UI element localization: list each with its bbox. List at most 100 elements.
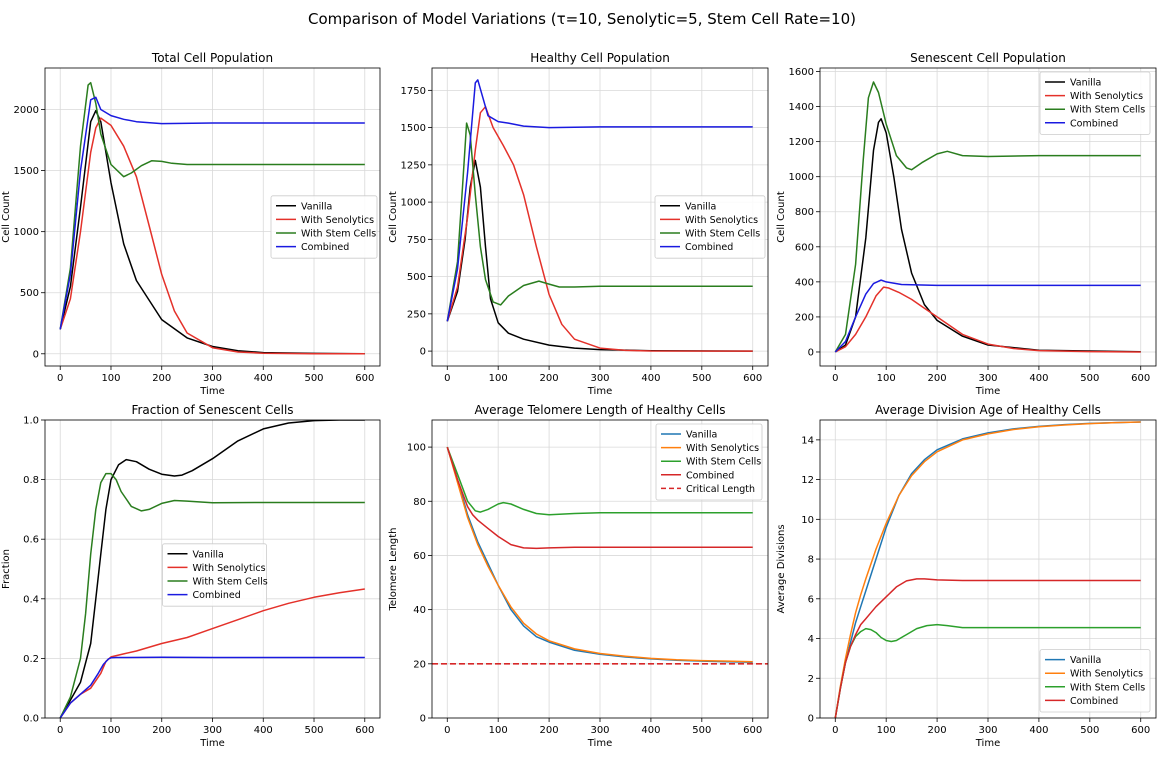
y-tick-label: 4 xyxy=(808,634,814,645)
x-axis-label: Time xyxy=(199,738,224,749)
legend-label: Combined xyxy=(1070,696,1118,707)
subplot-title: Average Telomere Length of Healthy Cells xyxy=(475,403,726,417)
y-tick-label: 0.8 xyxy=(23,475,39,486)
series-line-with-senolytics xyxy=(59,588,365,718)
y-tick-label: 1500 xyxy=(401,123,426,134)
x-tick-label: 0 xyxy=(444,725,450,736)
y-tick-label: 1000 xyxy=(789,172,814,183)
legend-label: With Senolytics xyxy=(301,215,374,226)
x-tick-label: 100 xyxy=(101,725,120,736)
x-tick-label: 200 xyxy=(928,373,947,384)
y-tick-label: 80 xyxy=(413,497,426,508)
series-line-combined xyxy=(834,279,1141,353)
series-line-with-stem-cells xyxy=(834,81,1141,353)
legend-label: Combined xyxy=(685,242,733,253)
y-tick-label: 1000 xyxy=(14,227,39,238)
legend-label: With Stem Cells xyxy=(301,229,376,240)
y-tick-label: 40 xyxy=(413,605,426,616)
series-line-with-senolytics xyxy=(834,286,1141,353)
y-tick-label: 0.0 xyxy=(23,714,39,725)
y-tick-label: 750 xyxy=(407,235,426,246)
y-tick-label: 12 xyxy=(801,475,814,486)
legend-label: With Stem Cells xyxy=(685,229,760,240)
legend: Vanilla With Senolytics With Stem Cells Com… xyxy=(655,423,763,501)
y-tick-label: 1600 xyxy=(789,67,814,78)
y-tick-label: 0 xyxy=(420,714,426,725)
x-tick-label: 500 xyxy=(692,373,711,384)
x-tick-label: 0 xyxy=(832,373,838,384)
x-tick-label: 300 xyxy=(590,373,609,384)
subplot-4: 0 100 200 300 400 500 600 0.0 0.2 0.4 0.6 0.8 1.0 Fra… xyxy=(1,403,381,749)
x-tick-label: 300 xyxy=(978,373,997,384)
x-axis-label: Time xyxy=(199,386,224,397)
y-tick-label: 2 xyxy=(808,674,814,685)
legend-label: With Senolytics xyxy=(1070,669,1143,680)
y-tick-label: 0.6 xyxy=(23,535,39,546)
y-tick-label: 14 xyxy=(801,435,814,446)
y-axis-label: Fraction xyxy=(1,549,12,589)
x-tick-label: 400 xyxy=(1029,373,1048,384)
legend-label: With Stem Cells xyxy=(1070,105,1145,116)
x-tick-label: 200 xyxy=(928,725,947,736)
subplot-1: 0 100 200 300 400 500 600 0 500 1000 1500 2000 Total… xyxy=(1,51,381,397)
series-line-combined xyxy=(446,446,753,550)
x-tick-label: 0 xyxy=(57,725,63,736)
x-axis-label: Time xyxy=(587,386,612,397)
legend: Vanilla With Senolytics With Stem Cells Com… xyxy=(1039,649,1151,713)
legend-box xyxy=(270,195,378,259)
legend-label: Vanilla xyxy=(685,201,716,212)
subplot-title: Fraction of Senescent Cells xyxy=(131,403,293,417)
y-tick-label: 20 xyxy=(413,659,426,670)
legend: Vanilla With Senolytics With Stem Cells Com… xyxy=(1039,71,1151,135)
subplot-title: Healthy Cell Population xyxy=(530,51,670,65)
y-tick-label: 2000 xyxy=(14,105,39,116)
y-tick-label: 0 xyxy=(420,347,426,358)
x-tick-label: 200 xyxy=(540,725,559,736)
x-tick-label: 300 xyxy=(590,725,609,736)
legend-label: With Senolytics xyxy=(685,215,758,226)
series-line-vanilla xyxy=(834,118,1141,353)
x-tick-label: 100 xyxy=(877,725,896,736)
y-tick-label: 600 xyxy=(795,242,814,253)
x-tick-label: 300 xyxy=(203,373,222,384)
subplot-title: Total Cell Population xyxy=(151,51,273,65)
y-axis-label: Telomere Length xyxy=(388,527,399,611)
series-line-vanilla xyxy=(59,420,365,718)
x-tick-label: 0 xyxy=(57,373,63,384)
series-line-combined xyxy=(59,96,365,330)
legend-box xyxy=(1039,71,1151,135)
series-line-with-stem-cells xyxy=(59,472,365,718)
y-tick-label: 0 xyxy=(808,347,814,358)
y-tick-label: 0 xyxy=(808,714,814,725)
y-axis-label: Cell Count xyxy=(388,191,399,243)
x-tick-label: 500 xyxy=(304,725,323,736)
series-line-with-senolytics xyxy=(59,117,365,355)
series-line-combined xyxy=(446,79,753,322)
y-tick-label: 0 xyxy=(33,349,39,360)
y-tick-label: 500 xyxy=(407,272,426,283)
series-line-combined xyxy=(59,656,365,718)
legend-label: Vanilla xyxy=(301,201,332,212)
subplot-title: Senescent Cell Population xyxy=(910,51,1066,65)
legend-label: With Stem Cells xyxy=(686,457,761,468)
y-tick-label: 1.0 xyxy=(23,416,39,427)
y-tick-label: 8 xyxy=(808,555,814,566)
x-tick-label: 0 xyxy=(444,373,450,384)
legend-label: Combined xyxy=(193,590,241,601)
series-line-with-senolytics xyxy=(446,446,753,663)
y-tick-label: 1500 xyxy=(14,166,39,177)
subplot-title: Average Division Age of Healthy Cells xyxy=(875,403,1101,417)
x-tick-label: 600 xyxy=(355,725,374,736)
x-tick-label: 500 xyxy=(1080,725,1099,736)
series-line-with-senolytics xyxy=(446,105,753,352)
y-tick-label: 60 xyxy=(413,551,426,562)
y-axis-label: Average Divisions xyxy=(776,524,787,613)
legend-label: With Stem Cells xyxy=(193,577,268,588)
legend: Vanilla With Senolytics With Stem Cells Com… xyxy=(654,195,766,259)
legend-label: With Senolytics xyxy=(686,443,759,454)
y-tick-label: 10 xyxy=(801,515,814,526)
x-tick-label: 0 xyxy=(832,725,838,736)
x-tick-label: 600 xyxy=(355,373,374,384)
y-axis-label: Cell Count xyxy=(1,191,12,243)
subplot-6: 0 100 200 300 400 500 600 0 2 4 6 8 10 12 14 Average Di… xyxy=(776,403,1157,749)
